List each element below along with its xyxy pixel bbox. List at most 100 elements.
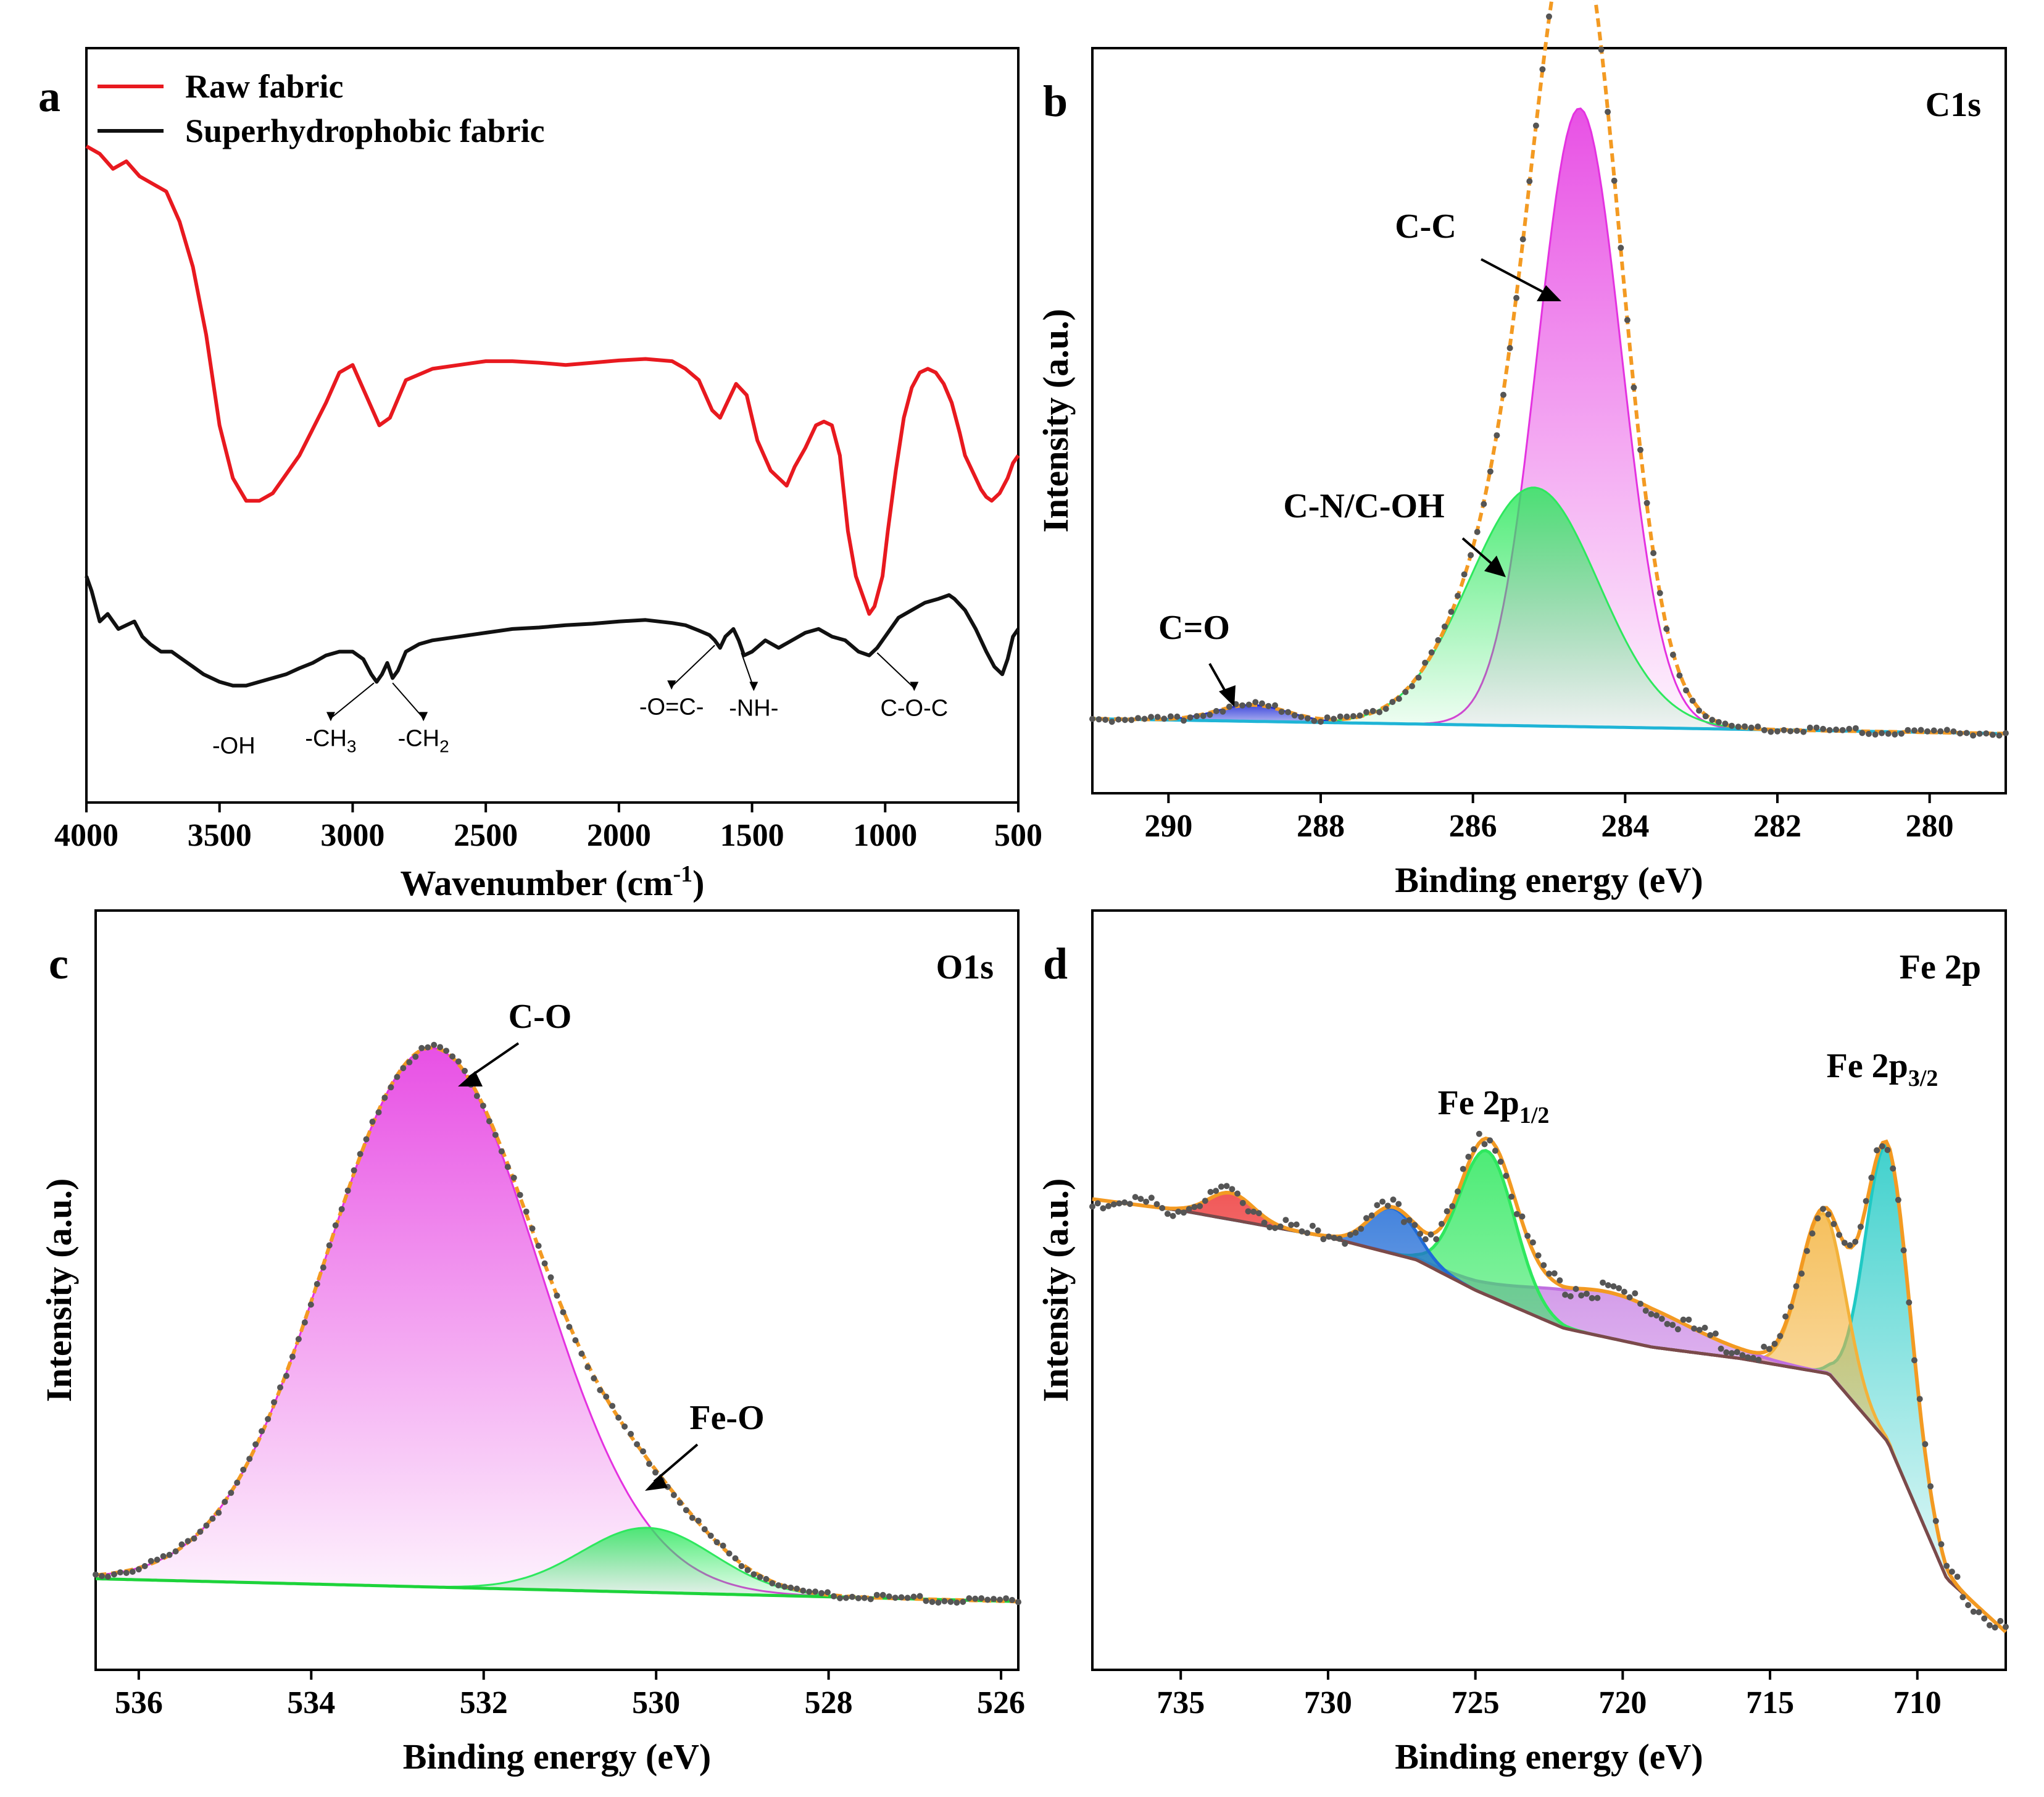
raw-data-point [991,1596,997,1603]
panel-letter: c [49,939,69,988]
peak-label-main: Fe 2p [1438,1084,1519,1122]
raw-data-point [1115,716,1122,723]
raw-data-point [363,1136,370,1143]
raw-data-point [1900,1247,1907,1254]
raw-data-point [1701,1324,1708,1331]
raw-data-point [1277,1223,1284,1230]
raw-data-point [1169,1212,1176,1219]
raw-data-point [338,1206,345,1212]
raw-data-point [1255,1210,1262,1217]
raw-data-point [1572,1286,1579,1292]
raw-data-point [351,1167,357,1174]
raw-data-point [1813,724,1820,731]
peak-arrow [653,1443,699,1483]
raw-data-point [1137,1196,1144,1203]
raw-data-point [1895,1196,1901,1203]
raw-data-point [1363,709,1369,715]
peak-label-main: Fe 2p [1827,1047,1908,1085]
raw-data-point [1326,1233,1332,1240]
raw-data-point [178,1541,185,1548]
raw-data-point [529,1225,536,1232]
raw-data-point [1474,528,1481,535]
raw-data-point [1438,1220,1445,1227]
raw-data-point [812,1588,819,1595]
raw-data-point [110,1571,117,1578]
raw-data-point [1427,1231,1434,1238]
raw-data-point [763,1575,770,1582]
raw-data-point [320,1264,326,1271]
raw-data-point [1917,727,1924,733]
raw-data-point [301,1319,308,1326]
raw-data-point [1567,1293,1574,1299]
raw-data-point [1780,727,1787,733]
raw-data-point [431,1041,438,1048]
raw-data-point [560,1309,567,1315]
annotation-label: -O=C- [639,694,704,720]
annotation-label: -CH2 [398,725,449,756]
raw-data-point [713,1539,720,1546]
raw-data-point [1546,13,1552,20]
legend: Raw fabric Superhydrophobic fabric [98,68,545,149]
peak-arrowhead [645,1474,668,1491]
panel-d: 735 730 725 720 715 710 d Fe 2p Binding energy (… [1036,909,2009,1777]
raw-data-point [541,1260,548,1267]
raw-data-point [1102,717,1109,723]
raw-data-point [1992,1624,1998,1631]
raw-data-point [867,1596,874,1603]
peak-label-sub: 3/2 [1908,1065,1938,1091]
raw-data-point [1513,294,1520,301]
raw-data-point [621,1423,628,1430]
annotation-sub: 2 [439,736,449,756]
raw-data-point [1239,702,1246,709]
raw-data-point [1927,1483,1934,1490]
raw-data-point [1350,713,1356,720]
raw-data-point [1836,1232,1843,1238]
raw-data-point [1774,728,1780,735]
raw-data-point [1626,1294,1633,1301]
x-tick-label: 526 [977,1685,1025,1720]
annotation-label: -CH3 [305,725,356,756]
raw-data-point [787,1584,794,1591]
raw-data-point [923,1598,929,1604]
x-tick-label: 532 [460,1685,508,1720]
raw-data-point [1943,1562,1950,1569]
raw-data-point [1105,1203,1112,1209]
raw-data-point [2003,730,2009,736]
peak-fill [1092,705,2006,734]
raw-data-point [584,1364,591,1370]
raw-data-point [1997,1617,2004,1624]
raw-data-point [1787,1303,1794,1310]
raw-data-point [1100,1205,1107,1212]
x-tick-label: 3000 [320,818,384,853]
raw-data-point [1379,1198,1386,1205]
raw-data-point [1197,1203,1203,1209]
raw-data-point [966,1595,973,1602]
raw-data-point [1996,732,2003,739]
raw-data-point [1793,727,1800,734]
x-tick-label: 2500 [454,818,518,853]
raw-data-point [1833,726,1840,733]
raw-data-point [800,1587,807,1594]
raw-data-point [1948,1569,1955,1575]
raw-data-point [473,1093,480,1099]
raw-data-point [1777,1333,1784,1340]
raw-data-point [1885,730,1892,737]
raw-data-point [517,1191,523,1198]
raw-data-point [1562,1291,1569,1298]
raw-data-point [695,1517,702,1524]
raw-data-point [480,1103,486,1109]
raw-data-point [1448,609,1455,615]
raw-data-point [154,1556,160,1563]
peak-arrowhead [1484,556,1506,577]
raw-data-points [1089,13,2009,739]
raw-data-point [215,1509,222,1516]
raw-data-point [547,1274,554,1281]
peak-fill [96,1527,1018,1602]
raw-data-point [1932,1517,1939,1524]
peak-arrowhead [1219,685,1236,707]
raw-data-point [1390,1196,1397,1203]
raw-data-point [1406,1217,1413,1224]
raw-data-point [1356,712,1363,719]
raw-data-point [1745,1354,1751,1361]
raw-data-point [1598,46,1605,53]
